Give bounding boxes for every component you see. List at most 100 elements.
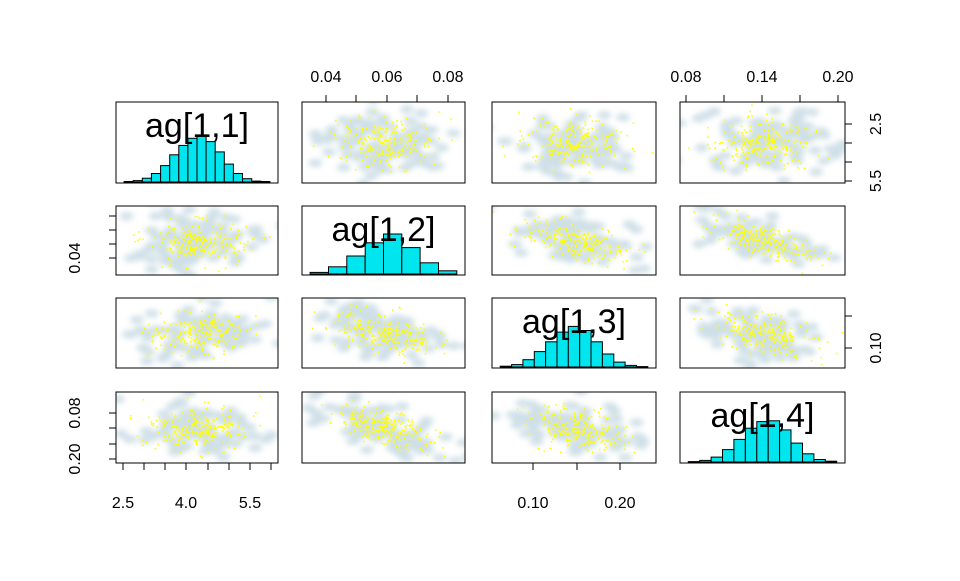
data-point [766,114,768,116]
data-point [382,419,384,421]
data-point [594,247,596,249]
data-point [364,137,366,139]
data-point [351,419,353,421]
data-point [785,132,787,134]
data-point [795,253,797,255]
data-point [404,128,406,130]
data-point [560,233,562,235]
density-blob [511,421,525,429]
data-point [615,130,617,132]
panel-content [467,201,653,274]
data-point [774,333,776,335]
density-blob [125,380,139,388]
data-point [600,441,602,443]
data-point [623,261,625,263]
data-point [151,246,153,248]
data-point [378,132,380,134]
data-point [225,244,227,246]
data-point [177,337,179,339]
data-point [584,407,586,409]
data-point [240,434,242,436]
data-point [195,216,197,218]
data-point [185,246,187,248]
density-blob [542,151,556,159]
data-point [207,431,209,433]
data-point [551,441,553,443]
data-point [181,237,183,239]
data-point [732,125,734,127]
data-point [786,153,788,155]
density-blob [308,159,322,167]
data-point [374,111,376,113]
data-point [582,414,584,416]
data-point [575,250,577,252]
density-blob [374,166,388,174]
data-point [409,153,411,155]
data-point [424,155,426,157]
data-point [361,145,363,147]
data-point [219,426,221,428]
data-point [778,149,780,151]
data-point [745,345,747,347]
data-point [356,423,358,425]
data-point [410,135,412,137]
data-point [367,416,369,418]
data-point [594,433,596,435]
density-blob [607,407,621,415]
data-point [574,150,576,152]
data-point [346,156,348,158]
data-point [771,340,773,342]
data-point [610,246,612,248]
data-point [581,432,583,434]
data-point [774,341,776,343]
data-point [601,427,603,429]
data-point [782,253,784,255]
data-point [733,159,735,161]
data-point [755,138,757,140]
data-point [419,349,421,351]
data-point [587,132,589,134]
data-point [763,351,765,353]
data-point [588,443,590,445]
data-point [390,322,392,324]
data-point [194,249,196,251]
data-point [342,312,344,314]
data-point [725,212,727,214]
data-point [747,339,749,341]
data-point [745,237,747,239]
data-point [779,321,781,323]
data-point [790,241,792,243]
histogram-bar [803,454,814,462]
tick-label: 0.20 [67,443,84,474]
density-blob [317,311,331,319]
data-point [562,234,564,236]
density-blob [400,454,414,462]
data-point [601,166,603,168]
data-point [352,313,354,315]
data-point [362,141,364,143]
data-point [202,421,204,423]
data-point [786,341,788,343]
data-point [378,127,380,129]
data-point [388,140,390,142]
data-point [180,417,182,419]
tick-label: 2.5 [112,495,134,512]
data-point [711,160,713,162]
data-point [196,426,198,428]
data-point [391,131,393,133]
data-point [176,426,178,428]
data-point [603,147,605,149]
data-point [580,418,582,420]
data-point [734,326,736,328]
data-point [202,217,204,219]
data-point [525,236,527,238]
diagonal-label: ag[1,3] [522,303,626,341]
data-point [384,140,386,142]
data-point [181,243,183,245]
data-point [400,423,402,425]
data-point [763,123,765,125]
data-point [720,162,722,164]
data-point [328,156,330,158]
data-point [205,249,207,251]
